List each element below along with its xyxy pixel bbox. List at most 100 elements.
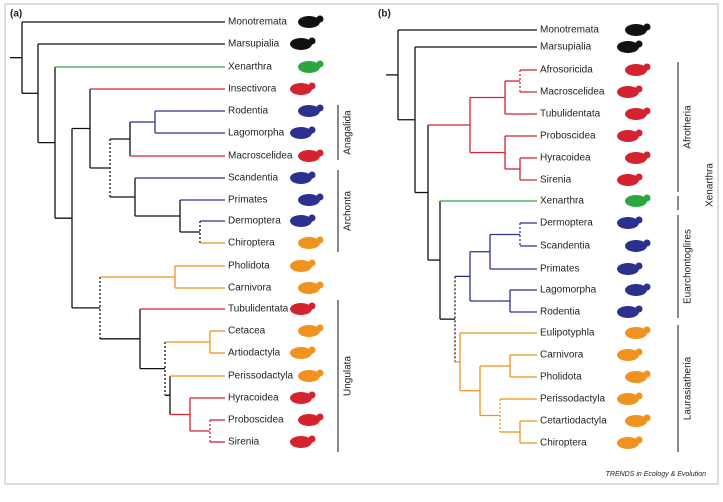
animal-icon — [290, 172, 312, 184]
animal-icon — [298, 16, 320, 28]
taxon-label: Pholidota — [540, 372, 582, 383]
animal-icon — [290, 347, 312, 359]
taxon-label: Xenarthra — [228, 62, 272, 73]
panel-label: (b) — [378, 9, 391, 20]
animal-icon — [298, 150, 320, 162]
animal-icon — [298, 282, 320, 294]
animal-icon — [635, 173, 643, 181]
taxon-label: Tubulidentata — [540, 109, 601, 120]
animal-icon — [316, 193, 324, 201]
taxon-label: Dermoptera — [540, 218, 593, 229]
clade-label: Anagalida — [343, 110, 354, 155]
animal-icon — [298, 370, 320, 382]
animal-icon — [643, 326, 651, 334]
animal-icon — [617, 217, 639, 229]
taxon-label: Cetacea — [228, 326, 266, 337]
animal-icon — [643, 107, 651, 115]
taxon-label: Primates — [228, 195, 267, 206]
taxon-label: Hyracoidea — [540, 153, 591, 164]
animal-icon — [625, 64, 647, 76]
taxon-label: Chiroptera — [228, 238, 275, 249]
taxon-label: Macroscelidea — [540, 87, 605, 98]
taxon-label: Primates — [540, 264, 579, 275]
taxon-label: Insectivora — [228, 84, 277, 95]
taxon-label: Sirenia — [228, 437, 260, 448]
taxon-label: Sirenia — [540, 175, 572, 186]
taxon-label: Chiroptera — [540, 438, 587, 449]
animal-icon — [298, 325, 320, 337]
taxon-label: Macroscelidea — [228, 151, 293, 162]
taxon-label: Cetartiodactyla — [540, 416, 607, 427]
animal-icon — [316, 236, 324, 244]
animal-icon — [635, 348, 643, 356]
taxon-label: Xenarthra — [540, 196, 584, 207]
animal-icon — [308, 214, 316, 222]
animal-icon — [316, 104, 324, 112]
taxon-label: Perissodactyla — [228, 371, 293, 382]
animal-icon — [643, 283, 651, 291]
taxon-label: Lagomorpha — [228, 128, 285, 139]
animal-icon — [316, 15, 324, 23]
animal-icon — [298, 414, 320, 426]
animal-icon — [625, 371, 647, 383]
clade-label: Laurasiatheria — [683, 356, 694, 420]
animal-icon — [308, 171, 316, 179]
animal-icon — [635, 305, 643, 313]
animal-icon — [290, 392, 312, 404]
animal-icon — [298, 61, 320, 73]
animal-icon — [308, 435, 316, 443]
footer: TRENDS in Ecology & Evolution — [606, 471, 706, 478]
animal-icon — [316, 413, 324, 421]
animal-icon — [643, 23, 651, 31]
taxon-label: Marsupialia — [228, 39, 280, 50]
animal-icon — [298, 105, 320, 117]
animal-icon — [617, 349, 639, 361]
animal-icon — [643, 63, 651, 71]
animal-icon — [316, 324, 324, 332]
taxon-label: Tubulidentata — [228, 304, 289, 315]
animal-icon — [625, 108, 647, 120]
taxon-label: Afrosoricida — [540, 65, 593, 76]
taxon-label: Marsupialia — [540, 42, 592, 53]
animal-icon — [625, 415, 647, 427]
animal-icon — [643, 370, 651, 378]
taxon-label: Scandentia — [228, 173, 278, 184]
frame — [4, 3, 719, 485]
animal-icon — [635, 216, 643, 224]
animal-icon — [617, 437, 639, 449]
animal-icon — [635, 392, 643, 400]
animal-icon — [290, 215, 312, 227]
animal-icon — [643, 194, 651, 202]
animal-icon — [316, 281, 324, 289]
taxon-label: Carnivora — [540, 350, 584, 361]
taxon-label: Carnivora — [228, 283, 272, 294]
animal-icon — [617, 393, 639, 405]
taxon-label: Proboscidea — [228, 415, 284, 426]
animal-icon — [625, 284, 647, 296]
animal-icon — [617, 86, 639, 98]
animal-icon — [290, 83, 312, 95]
animal-icon — [290, 260, 312, 272]
animal-icon — [643, 151, 651, 159]
animal-icon — [308, 391, 316, 399]
animal-icon — [625, 240, 647, 252]
animal-icon — [625, 327, 647, 339]
taxon-label: Rodentia — [228, 106, 268, 117]
panel-label: (a) — [10, 9, 22, 20]
animal-icon — [635, 436, 643, 444]
animal-icon — [308, 302, 316, 310]
taxon-label: Lagomorpha — [540, 285, 597, 296]
animal-icon — [290, 38, 312, 50]
animal-icon — [643, 239, 651, 247]
taxon-label: Monotremata — [540, 25, 599, 36]
animal-icon — [290, 436, 312, 448]
animal-icon — [308, 259, 316, 267]
animal-icon — [635, 85, 643, 93]
taxon-label: Proboscidea — [540, 131, 596, 142]
animal-icon — [617, 263, 639, 275]
taxon-label: Perissodactyla — [540, 394, 605, 405]
animal-icon — [316, 149, 324, 157]
taxon-label: Rodentia — [540, 307, 580, 318]
clade-label: Archonta — [343, 191, 354, 231]
